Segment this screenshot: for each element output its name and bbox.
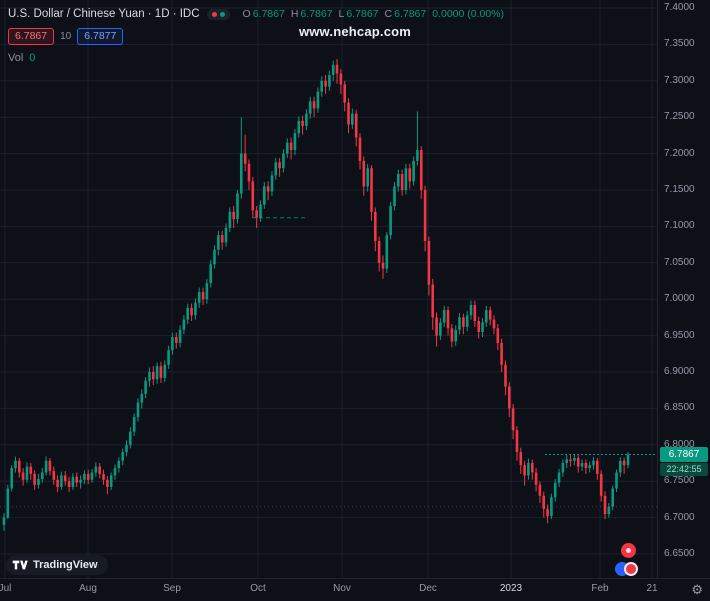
close-value: 6.7867	[394, 8, 427, 20]
close-label: C	[384, 8, 393, 20]
price-tick-label: 6.7500	[664, 475, 695, 487]
change-value: 0.0000 (0.00%)	[432, 8, 505, 20]
price-tick-label: 7.2500	[664, 111, 695, 123]
timescale-settings-gear-icon[interactable]: ⚙	[691, 582, 703, 597]
bar-countdown-timer: 22:42:55	[660, 462, 708, 476]
alert-badge-button[interactable]	[621, 543, 636, 558]
price-tick-label: 7.0000	[664, 293, 695, 305]
time-tick-label: Oct	[250, 583, 266, 594]
price-tick-label: 6.8000	[664, 438, 695, 450]
volume-label: Vol	[8, 52, 24, 64]
price-tick-label: 6.9000	[664, 366, 695, 377]
tradingview-logo-label: TradingView	[33, 559, 98, 571]
time-tick-label: Feb	[591, 583, 609, 594]
price-tick-label: 6.7000	[664, 511, 695, 523]
price-tick-label: 7.1500	[664, 184, 695, 195]
price-tick-label: 7.1000	[664, 220, 695, 232]
tradingview-logo-icon	[12, 560, 28, 570]
price-tick-label: 7.3000	[664, 74, 695, 86]
candlestick-chart[interactable]	[0, 0, 657, 578]
price-tick-label: 7.3500	[664, 38, 695, 50]
ohlc-readout: O 6.7867 H 6.7867 L 6.7867 C 6.7867 0.0000 (…	[237, 8, 505, 20]
high-value: 6.7867	[300, 8, 333, 20]
price-tick-label: 6.9500	[664, 329, 695, 341]
green-dot-icon	[219, 11, 225, 17]
price-axis[interactable]: 6.7867 22:42:55 7.4000 7.3500 7.3000 7.2500…	[657, 0, 710, 578]
buy-ask-button[interactable]: 6.7877	[77, 28, 124, 45]
high-label: H	[290, 8, 299, 20]
time-tick-label: 2023	[499, 583, 523, 594]
sell-bid-button[interactable]: 6.7867	[8, 28, 55, 45]
red-dot-icon	[211, 11, 217, 17]
tradingview-logo[interactable]: TradingView	[6, 555, 108, 575]
time-axis[interactable]: ⚙ Jul Aug Sep Oct Nov Dec 2023 Feb 21	[0, 578, 710, 601]
time-tick-label: Sep	[163, 583, 181, 594]
price-tick-label: 6.8500	[664, 402, 695, 414]
low-value: 6.7867	[346, 8, 379, 20]
price-tick-label: 7.4000	[664, 2, 695, 13]
price-tick-label: 6.6500	[664, 548, 695, 559]
open-label: O	[242, 8, 251, 20]
time-tick-label: 21	[646, 583, 658, 594]
time-tick-label: Aug	[79, 583, 97, 594]
current-price-badge[interactable]: 6.7867	[660, 446, 708, 462]
red-circle-icon	[624, 562, 638, 576]
flags-icon[interactable]	[615, 561, 639, 577]
time-tick-label: Dec	[419, 583, 437, 594]
chart-plot-area[interactable]: www.nehcap.com U.S. Dollar / Chinese Yua…	[0, 0, 657, 578]
price-tick-label: 7.2000	[664, 147, 695, 159]
time-tick-label: Jul	[0, 583, 12, 594]
volume-value: 0	[29, 52, 36, 64]
open-value: 6.7867	[252, 8, 285, 20]
low-label: L	[338, 8, 345, 20]
symbol-title[interactable]: U.S. Dollar / Chinese Yuan · 1D · IDC	[8, 8, 200, 20]
time-tick-label: Nov	[333, 583, 351, 594]
spread-value: 10	[60, 31, 72, 42]
series-visibility-toggle[interactable]	[206, 8, 230, 20]
price-tick-label: 7.0500	[664, 256, 695, 268]
